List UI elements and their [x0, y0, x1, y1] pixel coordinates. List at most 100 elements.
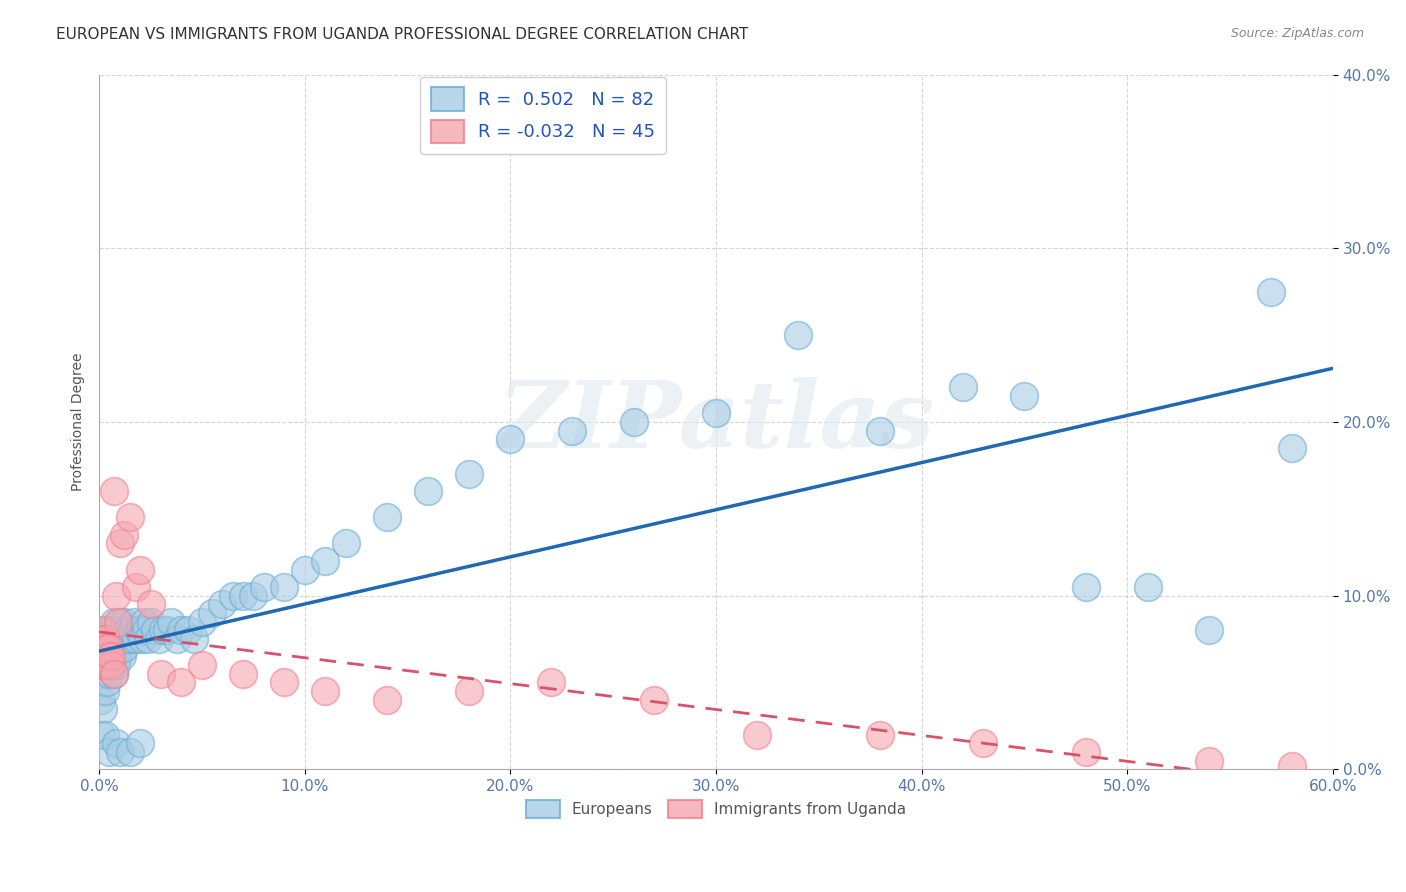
Point — [952, 380, 974, 394]
Point — [160, 615, 183, 629]
Point — [252, 580, 274, 594]
Point — [90, 640, 112, 655]
Point — [91, 701, 114, 715]
Point — [127, 624, 149, 638]
Point — [90, 649, 112, 664]
Point — [314, 684, 336, 698]
Point — [94, 658, 117, 673]
Point — [91, 632, 114, 646]
Point — [1198, 754, 1220, 768]
Point — [294, 563, 316, 577]
Point — [232, 589, 254, 603]
Point — [623, 415, 645, 429]
Point — [98, 745, 121, 759]
Point — [94, 624, 117, 638]
Point — [96, 658, 118, 673]
Point — [129, 736, 152, 750]
Text: EUROPEAN VS IMMIGRANTS FROM UGANDA PROFESSIONAL DEGREE CORRELATION CHART: EUROPEAN VS IMMIGRANTS FROM UGANDA PROFE… — [56, 27, 748, 42]
Point — [1014, 389, 1036, 403]
Point — [139, 597, 162, 611]
Y-axis label: Professional Degree: Professional Degree — [72, 352, 86, 491]
Point — [103, 615, 125, 629]
Point — [166, 632, 188, 646]
Point — [134, 615, 156, 629]
Point — [94, 728, 117, 742]
Text: ZIPatlas: ZIPatlas — [498, 377, 935, 467]
Point — [704, 406, 727, 420]
Point — [98, 640, 121, 655]
Point — [108, 615, 131, 629]
Point — [94, 658, 117, 673]
Point — [122, 615, 145, 629]
Text: Source: ZipAtlas.com: Source: ZipAtlas.com — [1230, 27, 1364, 40]
Point — [104, 736, 127, 750]
Point — [540, 675, 562, 690]
Point — [375, 510, 398, 524]
Point — [191, 658, 214, 673]
Point — [103, 484, 125, 499]
Point — [273, 675, 295, 690]
Point — [1281, 759, 1303, 773]
Point — [170, 624, 193, 638]
Point — [98, 658, 121, 673]
Point — [108, 536, 131, 550]
Point — [98, 666, 121, 681]
Point — [201, 606, 224, 620]
Point — [131, 632, 153, 646]
Point — [156, 624, 179, 638]
Point — [143, 624, 166, 638]
Point — [121, 624, 143, 638]
Point — [96, 640, 118, 655]
Point — [191, 615, 214, 629]
Point — [108, 640, 131, 655]
Point — [103, 649, 125, 664]
Point — [335, 536, 357, 550]
Point — [139, 615, 162, 629]
Point — [1281, 441, 1303, 455]
Point — [1260, 285, 1282, 299]
Point — [232, 666, 254, 681]
Point — [787, 328, 810, 343]
Point — [94, 640, 117, 655]
Point — [96, 640, 118, 655]
Point — [745, 728, 768, 742]
Point — [869, 424, 891, 438]
Point — [112, 615, 135, 629]
Point — [117, 624, 139, 638]
Point — [90, 693, 112, 707]
Point — [416, 484, 439, 499]
Point — [499, 432, 522, 446]
Point — [1198, 624, 1220, 638]
Point — [103, 666, 125, 681]
Point — [94, 632, 117, 646]
Point — [170, 675, 193, 690]
Point — [458, 467, 481, 481]
Point — [149, 666, 172, 681]
Point — [222, 589, 245, 603]
Point — [152, 624, 174, 638]
Point — [107, 624, 129, 638]
Point — [98, 632, 121, 646]
Point — [100, 658, 122, 673]
Point — [1074, 745, 1097, 759]
Point — [107, 649, 129, 664]
Point — [100, 649, 122, 664]
Point — [104, 658, 127, 673]
Point — [107, 615, 129, 629]
Point — [111, 624, 134, 638]
Legend: Europeans, Immigrants from Uganda: Europeans, Immigrants from Uganda — [520, 795, 912, 824]
Point — [112, 640, 135, 655]
Point — [375, 693, 398, 707]
Point — [90, 728, 112, 742]
Point — [273, 580, 295, 594]
Point — [972, 736, 994, 750]
Point — [104, 589, 127, 603]
Point — [135, 624, 157, 638]
Point — [176, 624, 198, 638]
Point — [138, 632, 160, 646]
Point — [129, 563, 152, 577]
Point — [118, 745, 141, 759]
Point — [869, 728, 891, 742]
Point — [98, 649, 121, 664]
Point — [103, 666, 125, 681]
